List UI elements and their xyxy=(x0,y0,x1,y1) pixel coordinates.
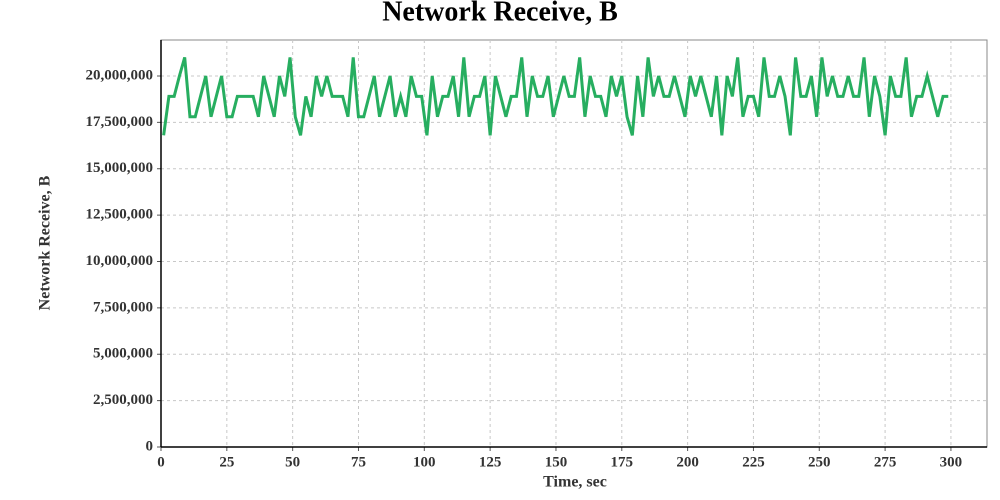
x-tick-label: 300 xyxy=(940,454,963,470)
y-tick-label: 17,500,000 xyxy=(86,114,154,130)
x-tick-label: 25 xyxy=(219,454,234,470)
y-tick-label: 15,000,000 xyxy=(86,160,154,176)
x-tick-label: 100 xyxy=(413,454,436,470)
y-tick-label: 20,000,000 xyxy=(86,67,154,83)
x-tick-label: 250 xyxy=(808,454,831,470)
chart-title: Network Receive, B xyxy=(382,0,618,27)
data-line xyxy=(162,57,949,136)
y-tick-label: 2,500,000 xyxy=(93,392,153,408)
x-tick-label: 275 xyxy=(874,454,897,470)
x-tick-label: 0 xyxy=(157,454,165,470)
x-tick-label: 125 xyxy=(479,454,502,470)
y-tick-label: 0 xyxy=(146,438,154,454)
x-tick-label: 50 xyxy=(285,454,300,470)
x-tick-label: 75 xyxy=(351,454,366,470)
plot-area xyxy=(160,39,988,448)
y-tick-label: 10,000,000 xyxy=(86,253,154,269)
y-tick-label: 12,500,000 xyxy=(86,207,154,223)
y-tick-label: 7,500,000 xyxy=(93,299,153,315)
y-tick-label: 5,000,000 xyxy=(93,346,153,362)
x-tick-label: 225 xyxy=(742,454,765,470)
x-tick-label: 150 xyxy=(545,454,568,470)
y-axis-label: Network Receive, B xyxy=(37,175,54,310)
x-tick-label: 175 xyxy=(611,454,634,470)
x-axis-label: Time, sec xyxy=(543,474,607,491)
x-tick-label: 200 xyxy=(676,454,699,470)
